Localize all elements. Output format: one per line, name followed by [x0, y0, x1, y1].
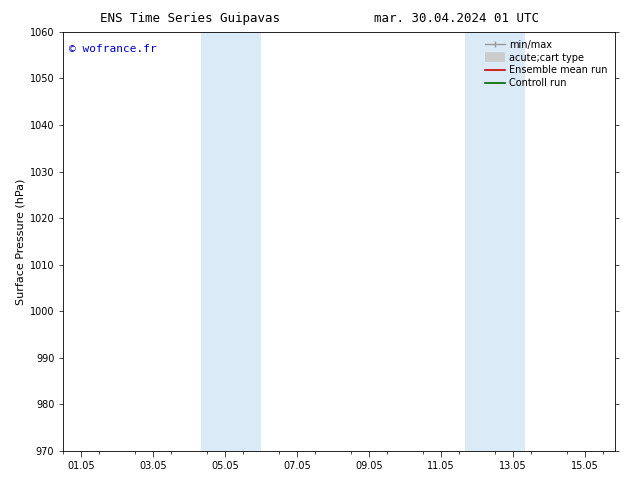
Y-axis label: Surface Pressure (hPa): Surface Pressure (hPa) — [16, 178, 25, 304]
Bar — [201, 32, 261, 451]
Text: ENS Time Series Guipavas: ENS Time Series Guipavas — [100, 12, 280, 25]
Text: © wofrance.fr: © wofrance.fr — [69, 45, 157, 54]
Bar — [465, 32, 525, 451]
Text: mar. 30.04.2024 01 UTC: mar. 30.04.2024 01 UTC — [374, 12, 539, 25]
Legend: min/max, acute;cart type, Ensemble mean run, Controll run: min/max, acute;cart type, Ensemble mean … — [482, 37, 610, 91]
